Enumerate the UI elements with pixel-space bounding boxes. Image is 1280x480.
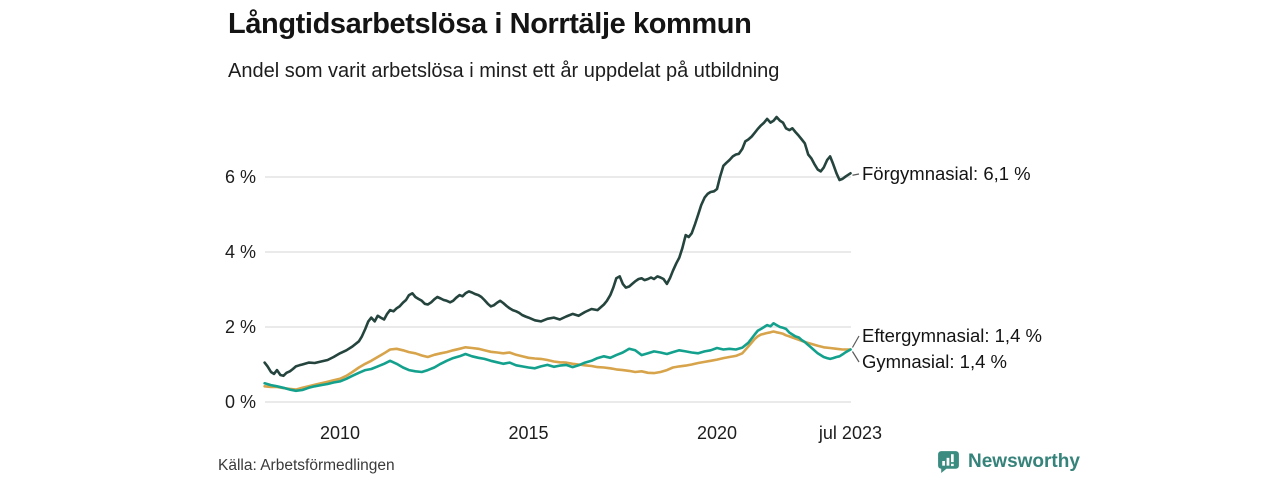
y-tick-label: 2 % bbox=[225, 317, 256, 337]
series-end-label: Gymnasial: 1,4 % bbox=[862, 351, 1007, 372]
x-tick-label: 2020 bbox=[697, 423, 737, 443]
x-tick-label: 2010 bbox=[320, 423, 360, 443]
label-connector bbox=[852, 173, 860, 176]
source-note: Källa: Arbetsförmedlingen bbox=[218, 457, 395, 474]
label-connector bbox=[851, 351, 860, 363]
page-title: Långtidsarbetslösa i Norrtälje kommun bbox=[228, 8, 752, 40]
y-tick-label: 6 % bbox=[225, 167, 256, 187]
chart-subtitle: Andel som varit arbetslösa i minst ett å… bbox=[228, 60, 780, 82]
series-line-eftergymnasial bbox=[263, 321, 852, 393]
label-connector bbox=[851, 335, 860, 348]
brand-name: Newsworthy bbox=[968, 450, 1080, 472]
x-tick-label: 2015 bbox=[508, 423, 548, 443]
newsworthy-logo: Newsworthy bbox=[936, 449, 1080, 474]
series-line-gymnasial bbox=[263, 330, 852, 391]
newsworthy-bubble-chart-icon bbox=[938, 451, 959, 473]
series-end-label: Eftergymnasial: 1,4 % bbox=[862, 325, 1042, 346]
x-tick-label: jul 2023 bbox=[818, 423, 882, 443]
y-tick-label: 4 % bbox=[225, 242, 256, 262]
y-tick-label: 0 % bbox=[225, 392, 256, 412]
series-line-förgymnasial bbox=[263, 115, 852, 378]
series-end-label: Förgymnasial: 6,1 % bbox=[862, 163, 1031, 184]
